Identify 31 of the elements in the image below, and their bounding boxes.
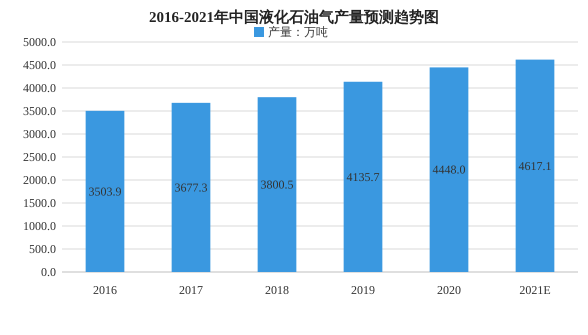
y-tick-label: 1000.0: [23, 219, 56, 233]
x-tick-label: 2017: [179, 283, 203, 297]
bar: [516, 60, 554, 272]
bar: [86, 110, 124, 272]
x-tick-label: 2021E: [519, 283, 551, 297]
bar: [344, 82, 382, 272]
data-label: 4448.0: [432, 162, 466, 177]
chart-title: 2016-2021年中国液化石油气产量预测趋势图: [149, 8, 439, 26]
bar: [172, 102, 210, 272]
y-tick-label: 0.0: [41, 265, 56, 279]
y-tick-label: 5000.0: [23, 35, 56, 49]
data-label: 4135.7: [346, 170, 380, 184]
x-tick-label: 2020: [437, 283, 461, 297]
x-tick-label: 2019: [351, 283, 375, 297]
y-tick-label: 3000.0: [23, 127, 56, 141]
x-tick-label: 2016: [93, 283, 117, 297]
y-tick-label: 2000.0: [23, 173, 56, 187]
y-tick-label: 500.0: [29, 242, 56, 256]
y-tick-label: 4000.0: [23, 81, 56, 95]
y-tick-label: 4500.0: [23, 58, 56, 72]
legend-label: 产量：万吨: [268, 25, 328, 39]
y-tick-label: 3500.0: [23, 104, 56, 118]
data-label: 3800.5: [260, 178, 294, 192]
bar: [258, 97, 296, 272]
bar: [430, 67, 468, 272]
y-tick-label: 2500.0: [23, 150, 56, 164]
y-tick-label: 1500.0: [23, 196, 56, 210]
data-label: 3677.3: [174, 180, 208, 194]
data-label: 3503.9: [88, 184, 122, 198]
data-label: 4617.1: [518, 158, 552, 173]
x-tick-label: 2018: [265, 283, 289, 297]
